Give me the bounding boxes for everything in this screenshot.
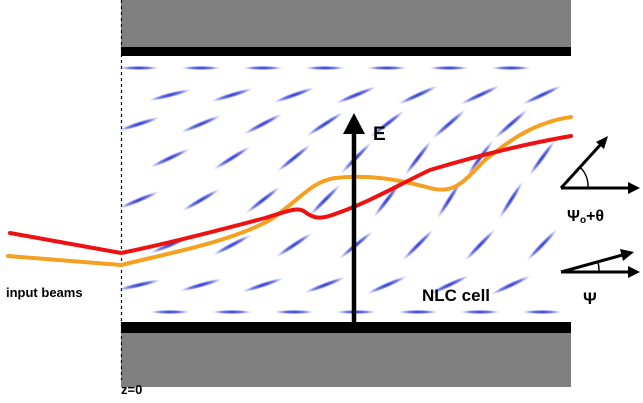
lc-molecules (117, 65, 562, 315)
lc-molecule (305, 65, 345, 71)
lc-molecule (181, 65, 221, 71)
lc-molecule (304, 276, 346, 294)
lc-molecule (402, 229, 434, 261)
lc-molecule (181, 188, 221, 212)
e-field-label: E (373, 124, 386, 145)
psi0-symbol: Ψ (567, 208, 580, 225)
nlc-cell-label: NLC cell (422, 286, 491, 305)
lc-molecule (373, 182, 401, 218)
lc-molecule (460, 309, 500, 315)
lc-molecule (180, 115, 222, 133)
lc-molecule (118, 191, 160, 209)
lc-molecule (429, 275, 469, 295)
lc-molecule (437, 181, 461, 219)
lc-molecule (494, 109, 528, 139)
top-glass-plate (121, 0, 571, 47)
red-beam (8, 134, 573, 256)
lc-molecule (367, 65, 407, 71)
lc-molecule (274, 309, 314, 315)
psi0-plus-theta: +θ (586, 208, 605, 225)
bottom-glass-plate (121, 333, 571, 387)
angle-psi-icon (560, 249, 640, 278)
lc-molecule (212, 234, 252, 256)
lc-molecule (148, 89, 192, 101)
lc-molecule (243, 113, 283, 135)
lc-molecule (398, 309, 438, 315)
lc-molecule (212, 309, 252, 315)
lc-molecule (118, 116, 160, 132)
lc-molecule (366, 275, 408, 295)
lc-molecule (213, 146, 251, 170)
lc-molecule (119, 65, 159, 71)
input-beams-label: input beams (6, 285, 83, 300)
lc-molecule (117, 279, 161, 291)
lc-molecule (466, 140, 494, 176)
psi-label: Ψ (583, 289, 597, 308)
lc-molecule (522, 309, 562, 315)
lc-molecule (460, 85, 500, 105)
lc-molecule (150, 309, 190, 315)
lc-molecule (491, 275, 531, 295)
orange-beam (6, 115, 573, 268)
lc-molecule (526, 229, 558, 261)
psi0-subscript: o (579, 215, 587, 226)
lc-molecule (397, 85, 439, 105)
lc-molecule (242, 277, 284, 293)
lc-molecule (499, 181, 523, 219)
lc-molecule (243, 65, 283, 71)
angle-psi0-theta-icon (559, 136, 640, 194)
lc-molecule (432, 109, 466, 139)
lc-molecule (429, 65, 469, 71)
lc-molecule (522, 85, 562, 105)
lc-molecule (528, 140, 556, 176)
lc-molecule (464, 229, 496, 261)
lc-molecule (309, 184, 341, 216)
lc-molecule (275, 232, 313, 258)
lc-molecule (273, 87, 315, 103)
z0-label: z=0 (121, 382, 143, 397)
lc-molecule (150, 148, 190, 168)
e-field-arrowhead (343, 113, 365, 134)
lc-molecule (491, 65, 531, 71)
psi0-theta-label: Ψo+θ (567, 209, 604, 226)
lc-molecule (335, 86, 377, 104)
lc-molecule (245, 186, 281, 214)
lc-molecule (210, 88, 254, 102)
lc-molecule (404, 140, 432, 176)
lc-molecule (276, 144, 312, 172)
top-electrode (121, 47, 571, 56)
lc-molecule (369, 110, 405, 138)
lc-molecule (306, 111, 344, 137)
lc-molecule (179, 278, 223, 292)
bottom-electrode (121, 322, 571, 333)
